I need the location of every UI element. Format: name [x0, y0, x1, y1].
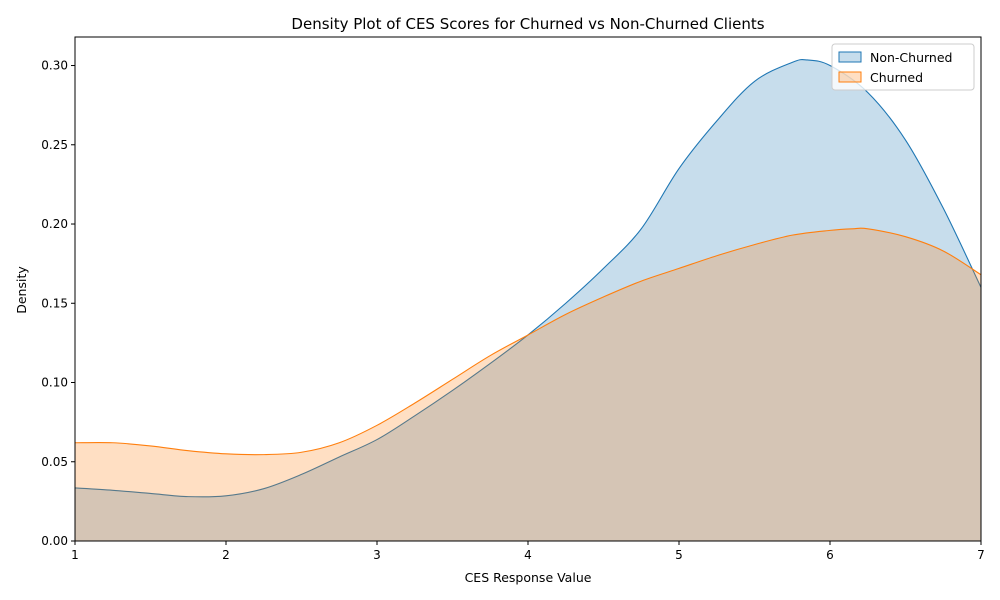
plot-area	[75, 59, 981, 541]
chart-title: Density Plot of CES Scores for Churned v…	[291, 15, 764, 33]
x-tick-label: 6	[826, 548, 834, 562]
legend-label-non-churned: Non-Churned	[870, 50, 952, 65]
y-tick-label: 0.15	[41, 296, 68, 310]
y-tick-label: 0.10	[41, 376, 68, 390]
y-tick-label: 0.25	[41, 138, 68, 152]
y-tick-label: 0.05	[41, 455, 68, 469]
plot-series-group	[75, 59, 981, 541]
axes: 1 2 3 4 5 6 7 0.00 0.05 0.10 0.15 0.20 0.25 0.30	[41, 36, 985, 562]
x-tick-label: 4	[524, 548, 532, 562]
x-tick-label: 3	[373, 548, 381, 562]
legend-swatch-churned	[838, 71, 862, 83]
x-axis-label: CES Response Value	[465, 570, 592, 585]
series-line-churned	[75, 227, 981, 456]
x-tick-label: 2	[222, 548, 230, 562]
legend-label-churned: Churned	[870, 70, 923, 85]
y-tick-label: 0.30	[41, 59, 68, 73]
x-tick-label: 7	[977, 548, 985, 562]
legend: Non-Churned Churned	[831, 43, 975, 91]
x-tick-label: 1	[71, 548, 79, 562]
y-tick-label: 0.00	[41, 534, 68, 548]
y-axis-label: Density	[14, 266, 29, 314]
series-area-non-churned	[75, 59, 981, 541]
legend-swatch-non-churned	[838, 51, 862, 63]
x-tick-label: 5	[675, 548, 683, 562]
legend-box	[831, 43, 975, 91]
series-line-non-churned	[75, 59, 981, 498]
series-area-churned	[75, 228, 981, 541]
y-tick-label: 0.20	[41, 217, 68, 231]
